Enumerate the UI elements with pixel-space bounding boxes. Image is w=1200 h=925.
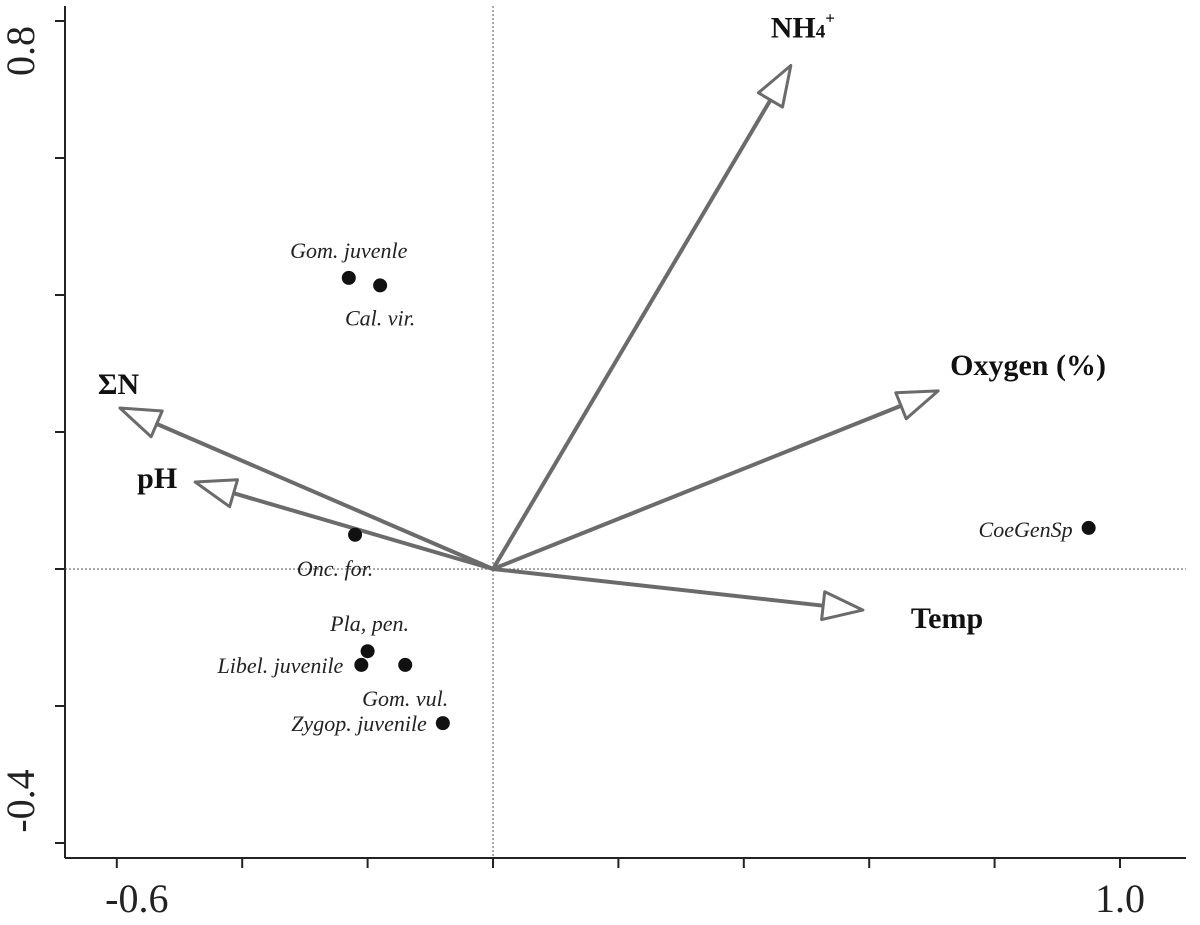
species-point-coegensp [1081,520,1096,535]
vector-head-n [118,406,164,439]
vector-label-ph: pH [137,462,177,495]
species-point-gom-juvenle [341,270,356,285]
vector-label-oxygen: Oxygen (%) [950,349,1106,382]
species-label-cal-vir: Cal. vir. [345,305,415,330]
vector-head-temp [820,590,865,622]
species-label-libel-juvenile: Libel. juvenile [216,653,343,678]
species-point-zygop-juvenile [435,716,450,731]
y-tick-label: 0.8 [0,26,43,76]
vector-head-oxygen [894,389,940,421]
species-point-gom-vul [398,657,413,672]
species-point-cal-vir [373,278,388,293]
x-tick-label: 1.0 [1095,876,1145,921]
species-label-gom-vul: Gom. vul. [362,686,448,711]
vector-line-oxygen [492,403,902,571]
vector-line-n [155,422,494,571]
species-label-gom-juvenle: Gom. juvenle [290,238,408,263]
vector-label-temp: Temp [911,602,983,635]
vector-label-nh: NH4+ [771,9,835,45]
species-point-pla-pen [360,644,375,659]
y-tick-label: -0.4 [0,769,43,832]
vector-line-ph [233,491,494,571]
species-label-onc-for: Onc. for. [297,556,373,581]
species-label-zygop-juvenile: Zygop. juvenile [291,711,427,736]
species-point-libel-juvenile [354,657,369,672]
species-label-coegensp: CoeGenSp [979,517,1073,542]
vector-line-temp [492,567,824,608]
x-tick-label: -0.6 [105,876,168,921]
vector-head-ph [193,478,239,509]
vector-head-nh [756,64,793,109]
species-point-onc-for [348,527,363,542]
vector-label-n: ΣN [98,368,140,401]
vector-line-nh [491,98,773,571]
species-label-pla-pen: Pla, pen. [329,611,409,636]
